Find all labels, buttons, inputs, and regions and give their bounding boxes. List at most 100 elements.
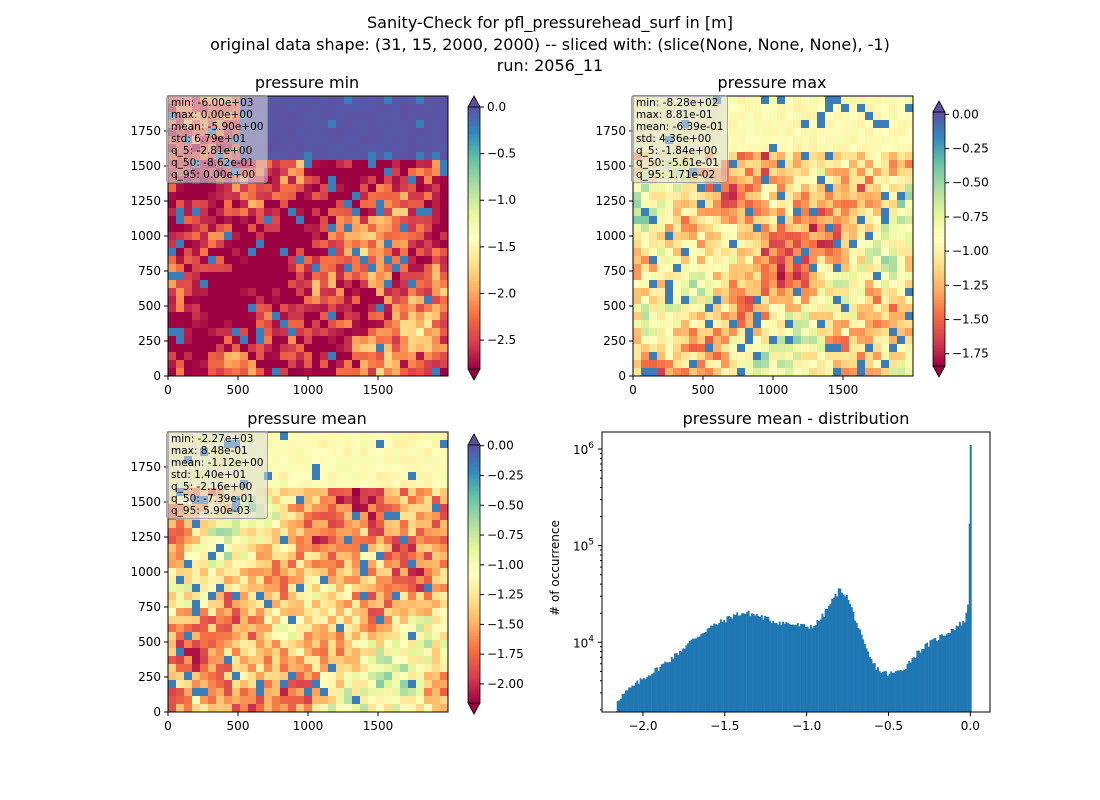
map-cell: [368, 200, 376, 208]
map-cell: [737, 208, 745, 216]
map-cell: [368, 680, 376, 688]
map-cell: [384, 456, 392, 464]
map-cell: [224, 344, 232, 352]
map-cell: [777, 208, 785, 216]
histogram-bar: [901, 670, 904, 712]
histogram-bar: [924, 643, 927, 712]
map-cell: [272, 136, 280, 144]
map-cell: [168, 336, 176, 344]
histogram-bar: [926, 642, 929, 712]
map-cell: [432, 328, 440, 336]
map-cell: [649, 264, 657, 272]
map-cell: [272, 360, 280, 368]
map-cell: [304, 216, 312, 224]
x-tick-label: 0.0: [961, 719, 980, 733]
histogram-bar: [885, 671, 888, 712]
y-tick-label: 1250: [130, 194, 161, 208]
map-cell: [424, 160, 432, 168]
map-cell: [320, 696, 328, 704]
map-cell: [432, 240, 440, 248]
map-cell: [184, 216, 192, 224]
map-cell: [881, 120, 889, 128]
map-cell: [368, 520, 376, 528]
map-cell: [176, 208, 184, 216]
map-cell: [352, 520, 360, 528]
map-cell: [184, 328, 192, 336]
map-cell: [432, 224, 440, 232]
map-cell: [889, 272, 897, 280]
histogram-bar: [854, 620, 857, 712]
map-cell: [368, 656, 376, 664]
map-cell: [376, 592, 384, 600]
map-cell: [192, 320, 200, 328]
histogram-bar: [623, 693, 626, 712]
map-cell: [320, 200, 328, 208]
map-cell: [328, 576, 336, 584]
map-cell: [665, 248, 673, 256]
map-cell: [280, 600, 288, 608]
map-cell: [256, 592, 264, 600]
map-cell: [761, 296, 769, 304]
map-cell: [424, 664, 432, 672]
map-cell: [384, 552, 392, 560]
map-cell: [344, 176, 352, 184]
map-cell: [384, 592, 392, 600]
map-cell: [432, 576, 440, 584]
map-cell: [713, 288, 721, 296]
map-cell: [208, 608, 216, 616]
map-cell: [344, 584, 352, 592]
map-cell: [248, 272, 256, 280]
map-cell: [721, 184, 729, 192]
map-cell: [440, 672, 448, 680]
stats-box-pressure-min: min: -6.00e+03 max: 0.00e+00 mean: -5.90e+…: [166, 95, 269, 183]
map-cell: [336, 544, 344, 552]
map-cell: [280, 184, 288, 192]
map-cell: [424, 216, 432, 224]
map-cell: [697, 344, 705, 352]
map-cell: [304, 576, 312, 584]
map-cell: [376, 584, 384, 592]
histogram-bar: [647, 675, 650, 712]
map-cell: [208, 248, 216, 256]
map-cell: [657, 336, 665, 344]
map-cell: [400, 600, 408, 608]
map-cell: [256, 328, 264, 336]
map-cell: [865, 184, 873, 192]
map-cell: [232, 584, 240, 592]
map-cell: [376, 472, 384, 480]
map-cell: [224, 664, 232, 672]
map-cell: [400, 224, 408, 232]
map-cell: [232, 368, 240, 376]
map-cell: [440, 432, 448, 440]
map-cell: [729, 312, 737, 320]
map-cell: [817, 168, 825, 176]
map-cell: [200, 288, 208, 296]
map-cell: [817, 240, 825, 248]
map-cell: [352, 264, 360, 272]
map-cell: [280, 568, 288, 576]
map-cell: [248, 216, 256, 224]
stat-line: mean: -5.90e+00: [171, 121, 264, 133]
map-cell: [304, 704, 312, 712]
map-cell: [296, 432, 304, 440]
map-cell: [873, 352, 881, 360]
map-cell: [288, 272, 296, 280]
map-cell: [224, 656, 232, 664]
map-cell: [248, 200, 256, 208]
map-cell: [272, 680, 280, 688]
map-cell: [192, 360, 200, 368]
map-cell: [264, 320, 272, 328]
map-cell: [312, 176, 320, 184]
map-cell: [400, 432, 408, 440]
map-cell: [841, 312, 849, 320]
map-cell: [400, 664, 408, 672]
map-cell: [312, 632, 320, 640]
map-cell: [689, 312, 697, 320]
map-cell: [272, 512, 280, 520]
map-cell: [841, 168, 849, 176]
map-cell: [328, 184, 336, 192]
map-cell: [320, 232, 328, 240]
map-cell: [200, 328, 208, 336]
map-cell: [440, 544, 448, 552]
map-cell: [392, 496, 400, 504]
